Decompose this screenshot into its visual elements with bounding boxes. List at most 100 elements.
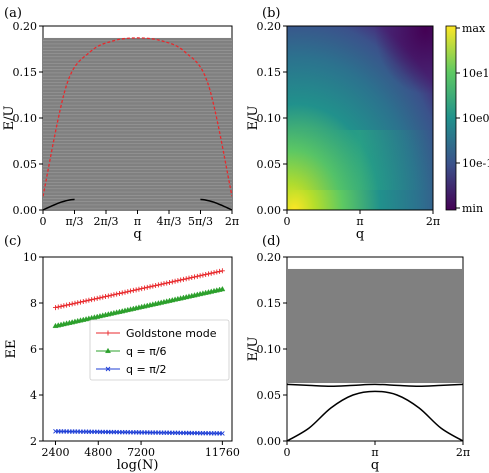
data-point: [197, 273, 203, 279]
x-tick-label: 0: [40, 215, 47, 228]
y-axis-label-d: E/U: [246, 337, 261, 362]
y-tick-label: 2: [30, 435, 37, 448]
legend-c: Goldstone mode q = π/6 q = π/2: [89, 319, 230, 381]
data-point: [80, 298, 86, 304]
data-point: [155, 282, 161, 288]
panel-label-a: (a): [4, 6, 22, 21]
data-point: [219, 268, 225, 274]
lower-branch-right: [200, 198, 232, 210]
x-tick-label: 2π: [456, 446, 470, 459]
y-tick-label: 0.20: [257, 20, 282, 33]
heatmap-corner: [287, 26, 433, 210]
lower-branch-left: [43, 198, 75, 210]
x-tick-label: 4800: [84, 446, 112, 459]
y-tick-label: 0.10: [257, 112, 282, 125]
data-point: [214, 269, 220, 275]
y-axis-label-a: E/U: [2, 106, 17, 131]
data-point: [169, 279, 175, 285]
x-axis-label-d: q: [371, 458, 379, 473]
lower-dispersion-curve: [287, 390, 463, 441]
data-point: [141, 285, 147, 291]
data-point: [219, 285, 226, 292]
legend-swatch-marker: [105, 330, 111, 336]
y-tick-label: 0.05: [13, 158, 38, 171]
data-point: [72, 300, 78, 306]
x-tick-label: 2π: [426, 215, 440, 228]
data-point: [183, 276, 189, 282]
continuum-band-a: [43, 37, 232, 210]
colorbar-tick-label: max: [462, 22, 486, 35]
colorbar-tick-label: 10e0: [462, 112, 489, 125]
data-point: [89, 297, 95, 303]
y-tick-label: 0.05: [257, 158, 282, 171]
data-point: [78, 299, 84, 305]
data-point: [111, 292, 117, 298]
data-point: [144, 284, 150, 290]
x-axis-label-b: q: [356, 227, 364, 242]
data-point: [205, 271, 211, 277]
data-point: [122, 289, 128, 295]
x-tick-label: 5π/3: [188, 215, 213, 228]
x-tick-label: 2π/3: [94, 215, 119, 228]
data-point: [100, 294, 106, 300]
x-tick-label: 4π/3: [157, 215, 182, 228]
x-tick-label: 0: [284, 215, 291, 228]
data-point: [105, 293, 111, 299]
panel-label-c: (c): [4, 234, 21, 249]
data-point: [116, 290, 122, 296]
x-axis-label-c: log(N): [117, 458, 159, 473]
legend-label: q = π/2: [126, 363, 167, 376]
data-point: [189, 275, 195, 281]
data-point: [186, 275, 192, 281]
y-axis-label-b: E/U: [246, 106, 261, 131]
data-point: [150, 283, 156, 289]
y-tick-label: 0.15: [13, 66, 38, 79]
data-point: [178, 277, 184, 283]
colorbar-tick-label: 10e1: [462, 67, 489, 80]
data-point: [211, 270, 217, 276]
y-tick-label: 6: [30, 343, 37, 356]
y-tick-label: 0.00: [257, 204, 282, 217]
panel-b: (b) 0 π 2π 0.00 0.05 0.10 0.15 0.20 max 10e1 10e0…: [246, 6, 489, 242]
data-point: [203, 271, 209, 277]
colorbar-tick-label: 10e-1: [462, 157, 489, 170]
legend-label: Goldstone mode: [126, 327, 217, 340]
colorbar-tick-label: min: [462, 202, 483, 215]
data-point: [103, 294, 109, 300]
data-point: [180, 276, 186, 282]
data-point: [83, 298, 89, 304]
data-point: [52, 305, 58, 311]
heatmap-b: [287, 26, 433, 210]
data-point: [55, 304, 61, 310]
legend-label: q = π/6: [126, 345, 167, 358]
y-tick-label: 0.00: [13, 204, 38, 217]
dispersion-dashed-line: [43, 37, 232, 197]
data-point: [220, 431, 225, 436]
data-point: [114, 291, 120, 297]
y-tick-label: 0.00: [257, 435, 282, 448]
data-point: [164, 280, 170, 286]
data-point: [130, 287, 136, 293]
data-point: [175, 278, 181, 284]
data-point: [200, 272, 206, 278]
y-tick-label: 0.15: [257, 297, 282, 310]
data-point: [192, 274, 198, 280]
data-point: [69, 301, 75, 307]
panel-d: (d) 0 π 2π 0.00 0.05 0.10 0.15 0.20 q E/U: [246, 234, 470, 473]
data-point: [58, 303, 64, 309]
x-tick-label: 11760: [205, 446, 240, 459]
data-point: [86, 297, 92, 303]
data-point: [91, 296, 97, 302]
data-point: [125, 289, 131, 295]
data-point: [161, 281, 167, 287]
legend-box: [89, 319, 230, 381]
y-tick-label: 10: [23, 251, 37, 264]
y-tick-label: 0.10: [257, 343, 282, 356]
data-point: [94, 295, 100, 301]
data-point: [66, 302, 72, 308]
data-point: [158, 281, 164, 287]
panel-a: (a) 0 π/3 2π/3 π 4π/3 5π/3 2π 0.00 0.05 0.10 0.15 0…: [2, 6, 239, 242]
colorbar: [445, 25, 457, 211]
data-point: [61, 303, 67, 309]
